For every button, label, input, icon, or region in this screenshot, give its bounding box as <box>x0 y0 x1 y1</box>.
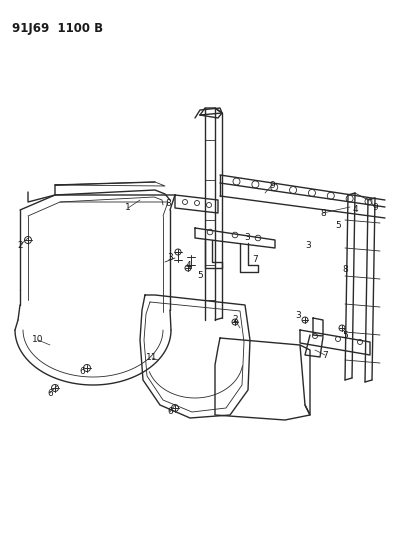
Text: 7: 7 <box>322 351 328 359</box>
Text: 3: 3 <box>244 232 250 241</box>
Text: 5: 5 <box>342 330 348 340</box>
Text: 5: 5 <box>197 271 203 279</box>
Text: 2: 2 <box>17 240 23 249</box>
Text: 6: 6 <box>79 367 85 376</box>
Text: 11: 11 <box>146 353 158 362</box>
Text: 4: 4 <box>185 261 191 270</box>
Text: 9: 9 <box>269 181 275 190</box>
Text: 3: 3 <box>295 311 301 320</box>
Text: 10: 10 <box>32 335 44 344</box>
Text: 3: 3 <box>167 254 173 262</box>
Text: 5: 5 <box>335 221 341 230</box>
Text: 8: 8 <box>165 198 171 207</box>
Text: 8: 8 <box>342 265 348 274</box>
Text: 3: 3 <box>305 240 311 249</box>
Text: 6: 6 <box>167 408 173 416</box>
Text: 7: 7 <box>252 255 258 264</box>
Text: 4: 4 <box>352 206 358 214</box>
Text: 6: 6 <box>47 389 53 398</box>
Text: 9: 9 <box>372 204 378 213</box>
Text: 1: 1 <box>125 204 131 213</box>
Text: 2: 2 <box>232 316 238 325</box>
Text: 8: 8 <box>320 208 326 217</box>
Text: 91J69  1100 B: 91J69 1100 B <box>12 22 103 35</box>
